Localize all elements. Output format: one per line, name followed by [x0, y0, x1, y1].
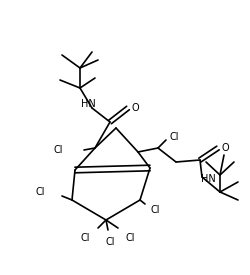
Text: Cl: Cl	[35, 187, 44, 197]
Text: Cl: Cl	[53, 145, 62, 155]
Text: HN: HN	[200, 174, 214, 184]
Text: Cl: Cl	[150, 205, 159, 215]
Text: Cl: Cl	[125, 233, 134, 243]
Text: Cl: Cl	[80, 233, 90, 243]
Text: Cl: Cl	[168, 132, 178, 142]
Text: HN: HN	[80, 99, 95, 109]
Text: O: O	[220, 143, 228, 153]
Text: Cl: Cl	[105, 237, 114, 247]
Text: O: O	[131, 103, 138, 113]
